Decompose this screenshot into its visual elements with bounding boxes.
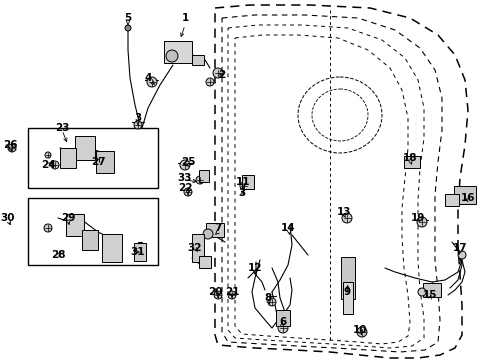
Bar (275, 310, 289, 326)
Text: 7: 7 (214, 223, 221, 233)
Text: 10: 10 (352, 325, 366, 335)
Text: 2: 2 (218, 70, 225, 80)
Bar (66, 214, 84, 236)
Bar (82, 230, 98, 250)
Text: 29: 29 (61, 213, 75, 223)
Text: 31: 31 (130, 247, 145, 257)
Text: 11: 11 (235, 177, 250, 187)
Bar (60, 148, 76, 168)
Circle shape (125, 25, 131, 31)
Bar (163, 41, 192, 63)
Circle shape (183, 188, 192, 196)
Text: 21: 21 (224, 287, 239, 297)
Bar (205, 223, 224, 237)
Text: 13: 13 (336, 207, 350, 217)
Text: 6: 6 (279, 317, 286, 327)
Text: 30: 30 (1, 213, 15, 223)
Text: 33: 33 (177, 173, 192, 183)
Circle shape (267, 298, 275, 306)
Bar (340, 257, 354, 299)
Circle shape (51, 161, 59, 169)
Text: 8: 8 (264, 293, 271, 303)
Text: 32: 32 (187, 243, 202, 253)
Circle shape (196, 176, 203, 184)
Text: 27: 27 (90, 157, 105, 167)
Bar (28, 198, 158, 265)
Circle shape (134, 121, 142, 129)
Circle shape (213, 68, 223, 78)
Circle shape (278, 323, 287, 333)
Text: 16: 16 (460, 193, 474, 203)
Text: 4: 4 (144, 73, 151, 83)
Bar (96, 151, 114, 173)
Bar (422, 283, 440, 297)
Text: 3: 3 (134, 113, 142, 123)
Text: 24: 24 (41, 160, 55, 170)
Bar (199, 170, 208, 182)
Bar (342, 282, 352, 314)
Bar (28, 128, 158, 188)
Circle shape (205, 78, 214, 86)
Text: 12: 12 (247, 263, 262, 273)
Circle shape (8, 144, 16, 152)
Circle shape (341, 213, 351, 223)
Text: 14: 14 (280, 223, 295, 233)
Circle shape (44, 224, 52, 232)
Text: 23: 23 (55, 123, 69, 133)
Circle shape (227, 291, 236, 299)
Text: 15: 15 (422, 290, 436, 300)
Circle shape (165, 50, 178, 62)
Bar (444, 194, 458, 206)
Circle shape (214, 291, 222, 299)
Bar (102, 234, 122, 262)
Circle shape (356, 327, 366, 337)
Text: 19: 19 (410, 213, 425, 223)
Bar (192, 234, 203, 262)
Circle shape (417, 288, 425, 296)
Text: 3: 3 (238, 188, 245, 198)
Bar (403, 156, 419, 168)
Circle shape (45, 152, 51, 158)
Text: 28: 28 (51, 250, 65, 260)
Text: 9: 9 (343, 287, 350, 297)
Text: 20: 20 (207, 287, 222, 297)
Circle shape (147, 77, 157, 87)
Circle shape (240, 182, 247, 190)
Bar (199, 256, 210, 268)
Text: 18: 18 (402, 153, 416, 163)
Circle shape (457, 251, 465, 259)
Circle shape (203, 229, 213, 239)
Text: 22: 22 (177, 183, 192, 193)
Text: 5: 5 (124, 13, 131, 23)
Text: 17: 17 (452, 243, 467, 253)
Circle shape (416, 217, 426, 227)
Bar (242, 175, 253, 189)
Bar (134, 243, 146, 261)
Bar (453, 186, 475, 204)
Text: 26: 26 (3, 140, 17, 150)
Circle shape (180, 160, 190, 170)
Text: 1: 1 (181, 13, 188, 23)
Bar (192, 55, 203, 65)
Text: 25: 25 (181, 157, 195, 167)
Bar (75, 136, 95, 160)
